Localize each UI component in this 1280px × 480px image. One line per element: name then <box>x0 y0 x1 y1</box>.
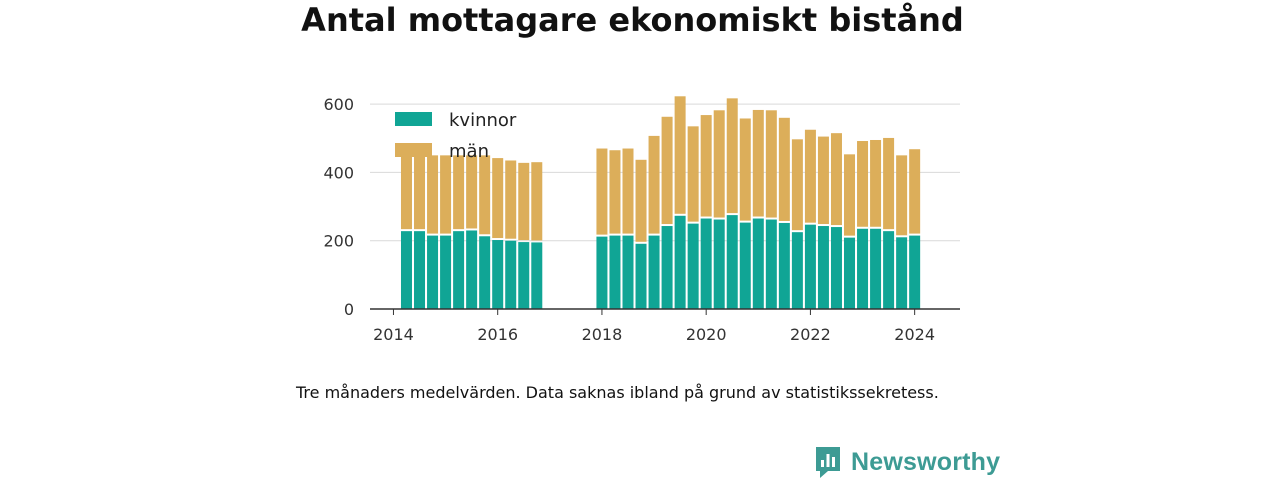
bar-man <box>752 109 764 217</box>
chart-caption: Tre månaders medelvärden. Data saknas ib… <box>296 383 939 402</box>
bar-man <box>896 155 908 236</box>
brand-name: Newsworthy <box>851 447 1001 476</box>
x-tick-label: 2024 <box>894 325 935 344</box>
bar-man <box>609 150 621 234</box>
bar-kvinnor <box>857 228 869 309</box>
legend-label-1: män <box>449 141 489 162</box>
y-axis: 0 200 400 600 <box>323 95 354 319</box>
x-tick-label: 2020 <box>686 325 727 344</box>
bar-man <box>830 133 842 226</box>
brand-logo: Newsworthy <box>814 445 1000 479</box>
bar-kvinnor <box>896 237 908 309</box>
bar-kvinnor <box>739 222 751 309</box>
bar-man <box>883 137 895 230</box>
bar-man <box>739 118 751 221</box>
bar-man <box>466 155 478 229</box>
bar-man <box>870 139 882 227</box>
bar-man <box>453 155 465 230</box>
bar-man <box>713 110 725 218</box>
chart-title: Antal mottagare ekonomiskt bistånd <box>301 1 964 39</box>
bar-man <box>648 135 660 234</box>
bar-man <box>414 155 426 230</box>
legend-label-0: kvinnor <box>449 110 517 131</box>
bar-man <box>844 154 856 236</box>
bar-kvinnor <box>830 227 842 309</box>
bar-man <box>492 158 504 239</box>
bar-kvinnor <box>492 240 504 309</box>
x-axis: 2014 2016 2018 2020 2022 2024 <box>370 308 960 344</box>
bar-man <box>804 129 816 223</box>
bar-kvinnor <box>909 235 921 309</box>
y-tick-label: 0 <box>344 300 354 319</box>
bar-man <box>700 115 712 217</box>
bar-man <box>765 110 777 218</box>
bar-kvinnor <box>505 240 517 309</box>
bar-man <box>687 126 699 222</box>
bar-kvinnor <box>713 219 725 309</box>
bar-kvinnor <box>883 231 895 309</box>
bar-kvinnor <box>687 223 699 309</box>
bar-kvinnor <box>596 236 608 309</box>
y-tick-label: 400 <box>323 163 354 182</box>
bar-kvinnor <box>661 226 673 309</box>
bar-kvinnor <box>700 218 712 309</box>
bar-kvinnor <box>844 237 856 309</box>
bar-man <box>909 149 921 234</box>
y-tick-label: 200 <box>323 232 354 251</box>
bar-kvinnor <box>609 235 621 309</box>
bar-kvinnor <box>479 236 491 309</box>
bar-kvinnor <box>804 224 816 309</box>
bar-kvinnor <box>440 235 452 309</box>
x-tick-label: 2018 <box>582 325 623 344</box>
bar-man <box>440 155 452 234</box>
bar-man <box>505 160 517 239</box>
bars <box>400 96 921 309</box>
bar-kvinnor <box>752 218 764 309</box>
x-tick-label: 2016 <box>477 325 518 344</box>
legend: kvinnor män <box>395 110 517 162</box>
bar-kvinnor <box>400 231 412 309</box>
bar-man <box>596 148 608 235</box>
bar-kvinnor <box>531 242 543 309</box>
bar-chart: 2014 2016 2018 2020 2022 2024 0 200 400 600 kvin… <box>323 95 960 344</box>
bar-man <box>674 96 686 214</box>
bar-kvinnor <box>466 230 478 309</box>
bar-man <box>661 116 673 225</box>
bar-kvinnor <box>453 231 465 309</box>
bar-kvinnor <box>870 228 882 309</box>
newsworthy-logo-icon <box>816 447 840 478</box>
bar-man <box>427 155 439 234</box>
bar-man <box>726 98 738 214</box>
bar-man <box>635 159 647 242</box>
legend-swatch-0 <box>395 112 432 126</box>
bar-kvinnor <box>765 219 777 309</box>
bar-kvinnor <box>427 235 439 309</box>
x-tick-label: 2022 <box>790 325 831 344</box>
y-tick-label: 600 <box>323 95 354 114</box>
bar-man <box>857 141 869 227</box>
bar-kvinnor <box>648 235 660 309</box>
bar-kvinnor <box>778 222 790 309</box>
bar-man <box>817 136 829 225</box>
bar-kvinnor <box>414 231 426 309</box>
bar-man <box>518 162 530 241</box>
x-tick-label: 2014 <box>373 325 414 344</box>
bar-man <box>479 155 491 235</box>
bar-kvinnor <box>791 232 803 309</box>
bar-man <box>791 139 803 231</box>
bar-kvinnor <box>518 242 530 309</box>
legend-swatch-1 <box>395 143 432 157</box>
bar-kvinnor <box>635 243 647 309</box>
bar-kvinnor <box>726 215 738 309</box>
bar-man <box>622 148 634 234</box>
bar-man <box>400 155 412 230</box>
bar-man <box>778 117 790 221</box>
bar-kvinnor <box>674 215 686 309</box>
bar-kvinnor <box>622 235 634 309</box>
bar-kvinnor <box>817 226 829 309</box>
bar-man <box>531 162 543 241</box>
